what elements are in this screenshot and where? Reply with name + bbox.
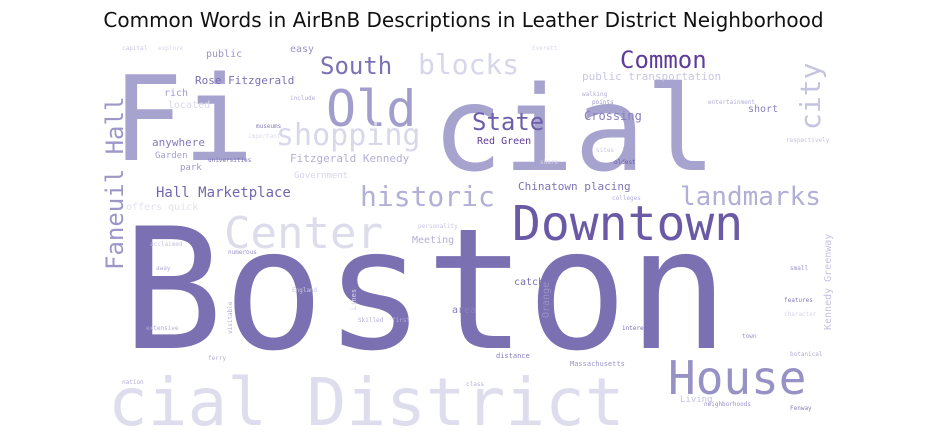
word-45: explore — [158, 45, 184, 52]
word-51: include — [290, 95, 316, 102]
word-65: Skilled — [358, 317, 384, 324]
word-10: historic — [360, 180, 495, 213]
word-34: Garden — [155, 151, 188, 161]
word-4: Downtown — [512, 196, 743, 252]
word-59: acclaimed — [150, 241, 183, 248]
word-16: State — [472, 108, 544, 136]
word-73: ferry — [208, 355, 226, 362]
word-52: museums — [256, 123, 282, 130]
word-40: distance — [496, 352, 530, 360]
word-6: House — [668, 351, 806, 405]
word-41: Massachusetts — [570, 360, 625, 368]
word-33: Meeting — [412, 235, 454, 246]
word-77: Fenway — [790, 405, 812, 412]
word-72: botanical — [790, 351, 823, 358]
word-37: Government — [294, 171, 348, 181]
word-44: capital — [122, 45, 148, 52]
word-54: share — [540, 159, 558, 166]
word-35: park — [180, 163, 202, 173]
word-50: respectively — [786, 137, 830, 144]
word-71: town — [742, 333, 757, 340]
word-17: Hall Marketplace — [156, 185, 291, 201]
word-18: Crossing — [584, 109, 642, 123]
word-22: public transportation — [582, 70, 721, 83]
word-58: numerous — [228, 249, 257, 256]
word-49: entertainment — [708, 99, 755, 106]
word-75: class — [466, 381, 484, 388]
word-46: Everett — [532, 45, 558, 52]
word-29: rich — [164, 88, 188, 99]
word-7: Old — [326, 80, 416, 138]
word-38: offers quick — [126, 202, 198, 213]
word-25: Kennedy Greenway — [823, 234, 834, 330]
word-3: cial District — [108, 364, 625, 441]
word-67: interest — [622, 325, 651, 332]
word-42: oldest — [614, 159, 636, 166]
word-1: Fi — [112, 50, 254, 188]
word-21: Fitzgerald Kennedy — [290, 152, 410, 165]
chart-title: Common Words in AirBnB Descriptions in L… — [103, 8, 824, 32]
word-56: colleges — [612, 195, 641, 202]
word-23: anywhere — [152, 136, 205, 149]
word-28: short — [748, 104, 778, 115]
word-15: South — [320, 52, 392, 80]
word-0: Boston — [122, 192, 729, 388]
word-27: easy — [290, 44, 314, 55]
word-43: universities — [208, 157, 252, 164]
word-32: Orange — [541, 282, 552, 318]
word-55: sites — [596, 147, 614, 154]
word-60: away — [156, 265, 171, 272]
word-68: features — [784, 297, 813, 304]
word-39: Living — [680, 395, 713, 405]
word-9: shopping — [276, 118, 421, 153]
word-26: public — [206, 49, 242, 60]
word-19: Chinatown placing — [518, 180, 631, 193]
word-8: city — [794, 63, 827, 130]
word-11: landmarks — [680, 182, 821, 212]
word-62: extensive — [146, 325, 179, 332]
word-63: visitable — [227, 301, 234, 334]
word-30: catch — [514, 277, 544, 288]
word-24: Red Green — [477, 136, 531, 147]
word-20: Rose Fitzgerald — [195, 74, 294, 87]
word-31: area — [452, 305, 476, 316]
word-64: Lines — [350, 289, 358, 310]
word-74: nation — [122, 379, 144, 386]
word-53: important — [248, 133, 281, 140]
word-5: Center — [224, 208, 383, 259]
word-48: points — [592, 99, 614, 106]
word-2: cial — [432, 60, 716, 198]
word-47: walking — [582, 91, 608, 98]
word-36: located — [168, 100, 210, 111]
word-69: character — [784, 311, 817, 318]
word-12: Faneuil Hall — [101, 97, 129, 270]
word-14: Common — [620, 46, 707, 74]
word-61: England — [292, 287, 318, 294]
word-13: blocks — [418, 48, 519, 81]
word-76: neighborhoods — [704, 401, 751, 408]
word-70: small — [790, 265, 808, 272]
word-66: first — [392, 317, 410, 324]
word-57: personality — [418, 223, 458, 230]
